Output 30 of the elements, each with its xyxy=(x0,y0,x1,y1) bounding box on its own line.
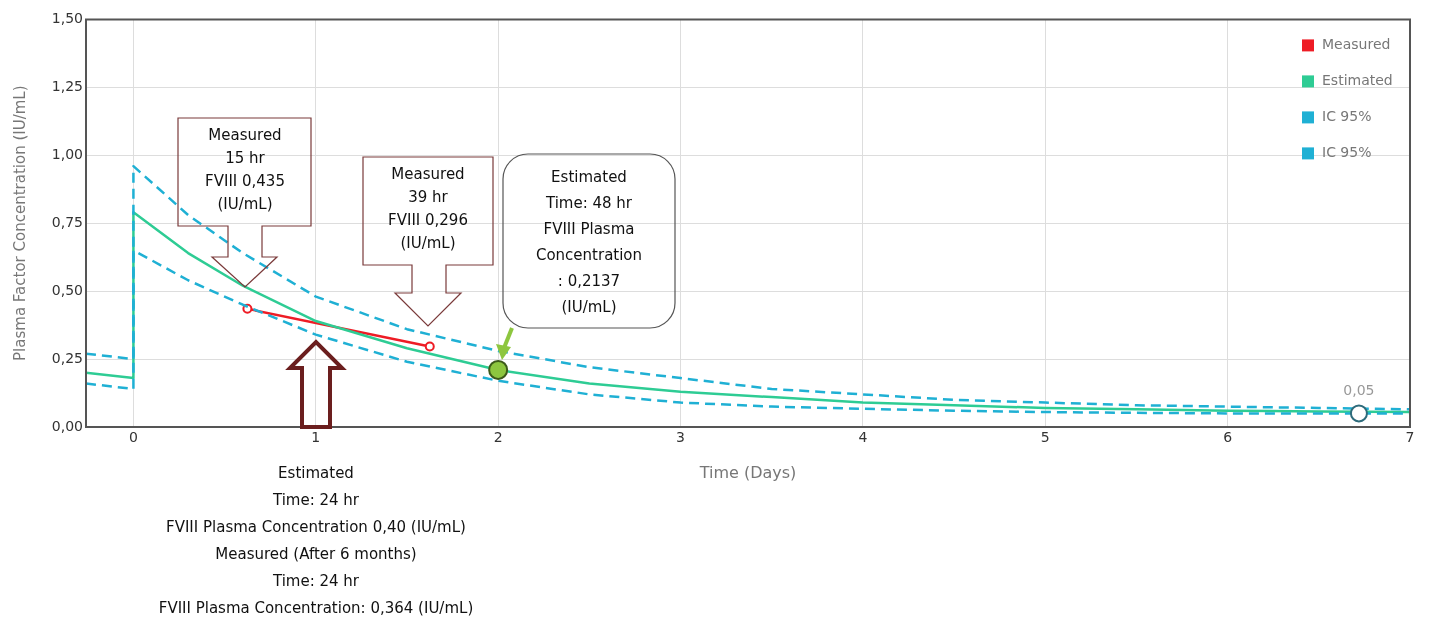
point xyxy=(424,341,435,352)
y-tick-label: 0,75 xyxy=(51,213,83,230)
y-axis-title: Plasma Factor Concentration (IU/mL) xyxy=(10,85,29,361)
x-tick-label: 4 xyxy=(858,429,868,446)
x-tick-label: 7 xyxy=(1405,429,1415,446)
y-tick-label: 0,25 xyxy=(51,349,83,366)
y-tick-label: 1,00 xyxy=(51,145,83,162)
point xyxy=(1349,404,1368,423)
line-series xyxy=(86,164,1410,411)
y-tick-label: 1,25 xyxy=(51,77,83,94)
legend-label: Estimated xyxy=(1322,72,1393,89)
x-tick-label: 2 xyxy=(493,429,503,446)
annotation: Measured 39 hr FVIII 0,296 (IU/mL) xyxy=(388,165,468,252)
legend-label: IC 95% xyxy=(1322,108,1372,125)
x-axis-title: Time (Days) xyxy=(698,462,797,482)
y-tick-label: 1,50 xyxy=(51,10,83,27)
legend-label: Measured xyxy=(1322,36,1391,53)
y-tick-label: 0,50 xyxy=(51,281,83,298)
data-label: 0,05 xyxy=(1343,382,1375,399)
x-tick-label: 5 xyxy=(1040,429,1050,446)
y-tick-label: 0,00 xyxy=(51,417,83,434)
legend-label: IC 95% xyxy=(1322,144,1372,161)
annotation: Estimated Time: 48 hr FVIII Plasma Concentration : 0,2137 (IU/mL) xyxy=(535,168,643,316)
x-tick-label: 6 xyxy=(1223,429,1233,446)
point xyxy=(488,359,509,380)
text: Estimated Time: 24 hr FVIII Plasma Concentration 0,40 (IU/mL) Measured (After 6 months) Time: 24 hr FVIII Plasma Concentration: 0,364 (IU/mL) xyxy=(158,464,474,617)
annotation: Measured 15 hr FVIII 0,435 (IU/mL) xyxy=(205,126,285,213)
x-tick-label: 3 xyxy=(676,429,685,446)
x-tick-label: 1 xyxy=(311,429,321,446)
x-tick-label: 0 xyxy=(128,429,138,446)
